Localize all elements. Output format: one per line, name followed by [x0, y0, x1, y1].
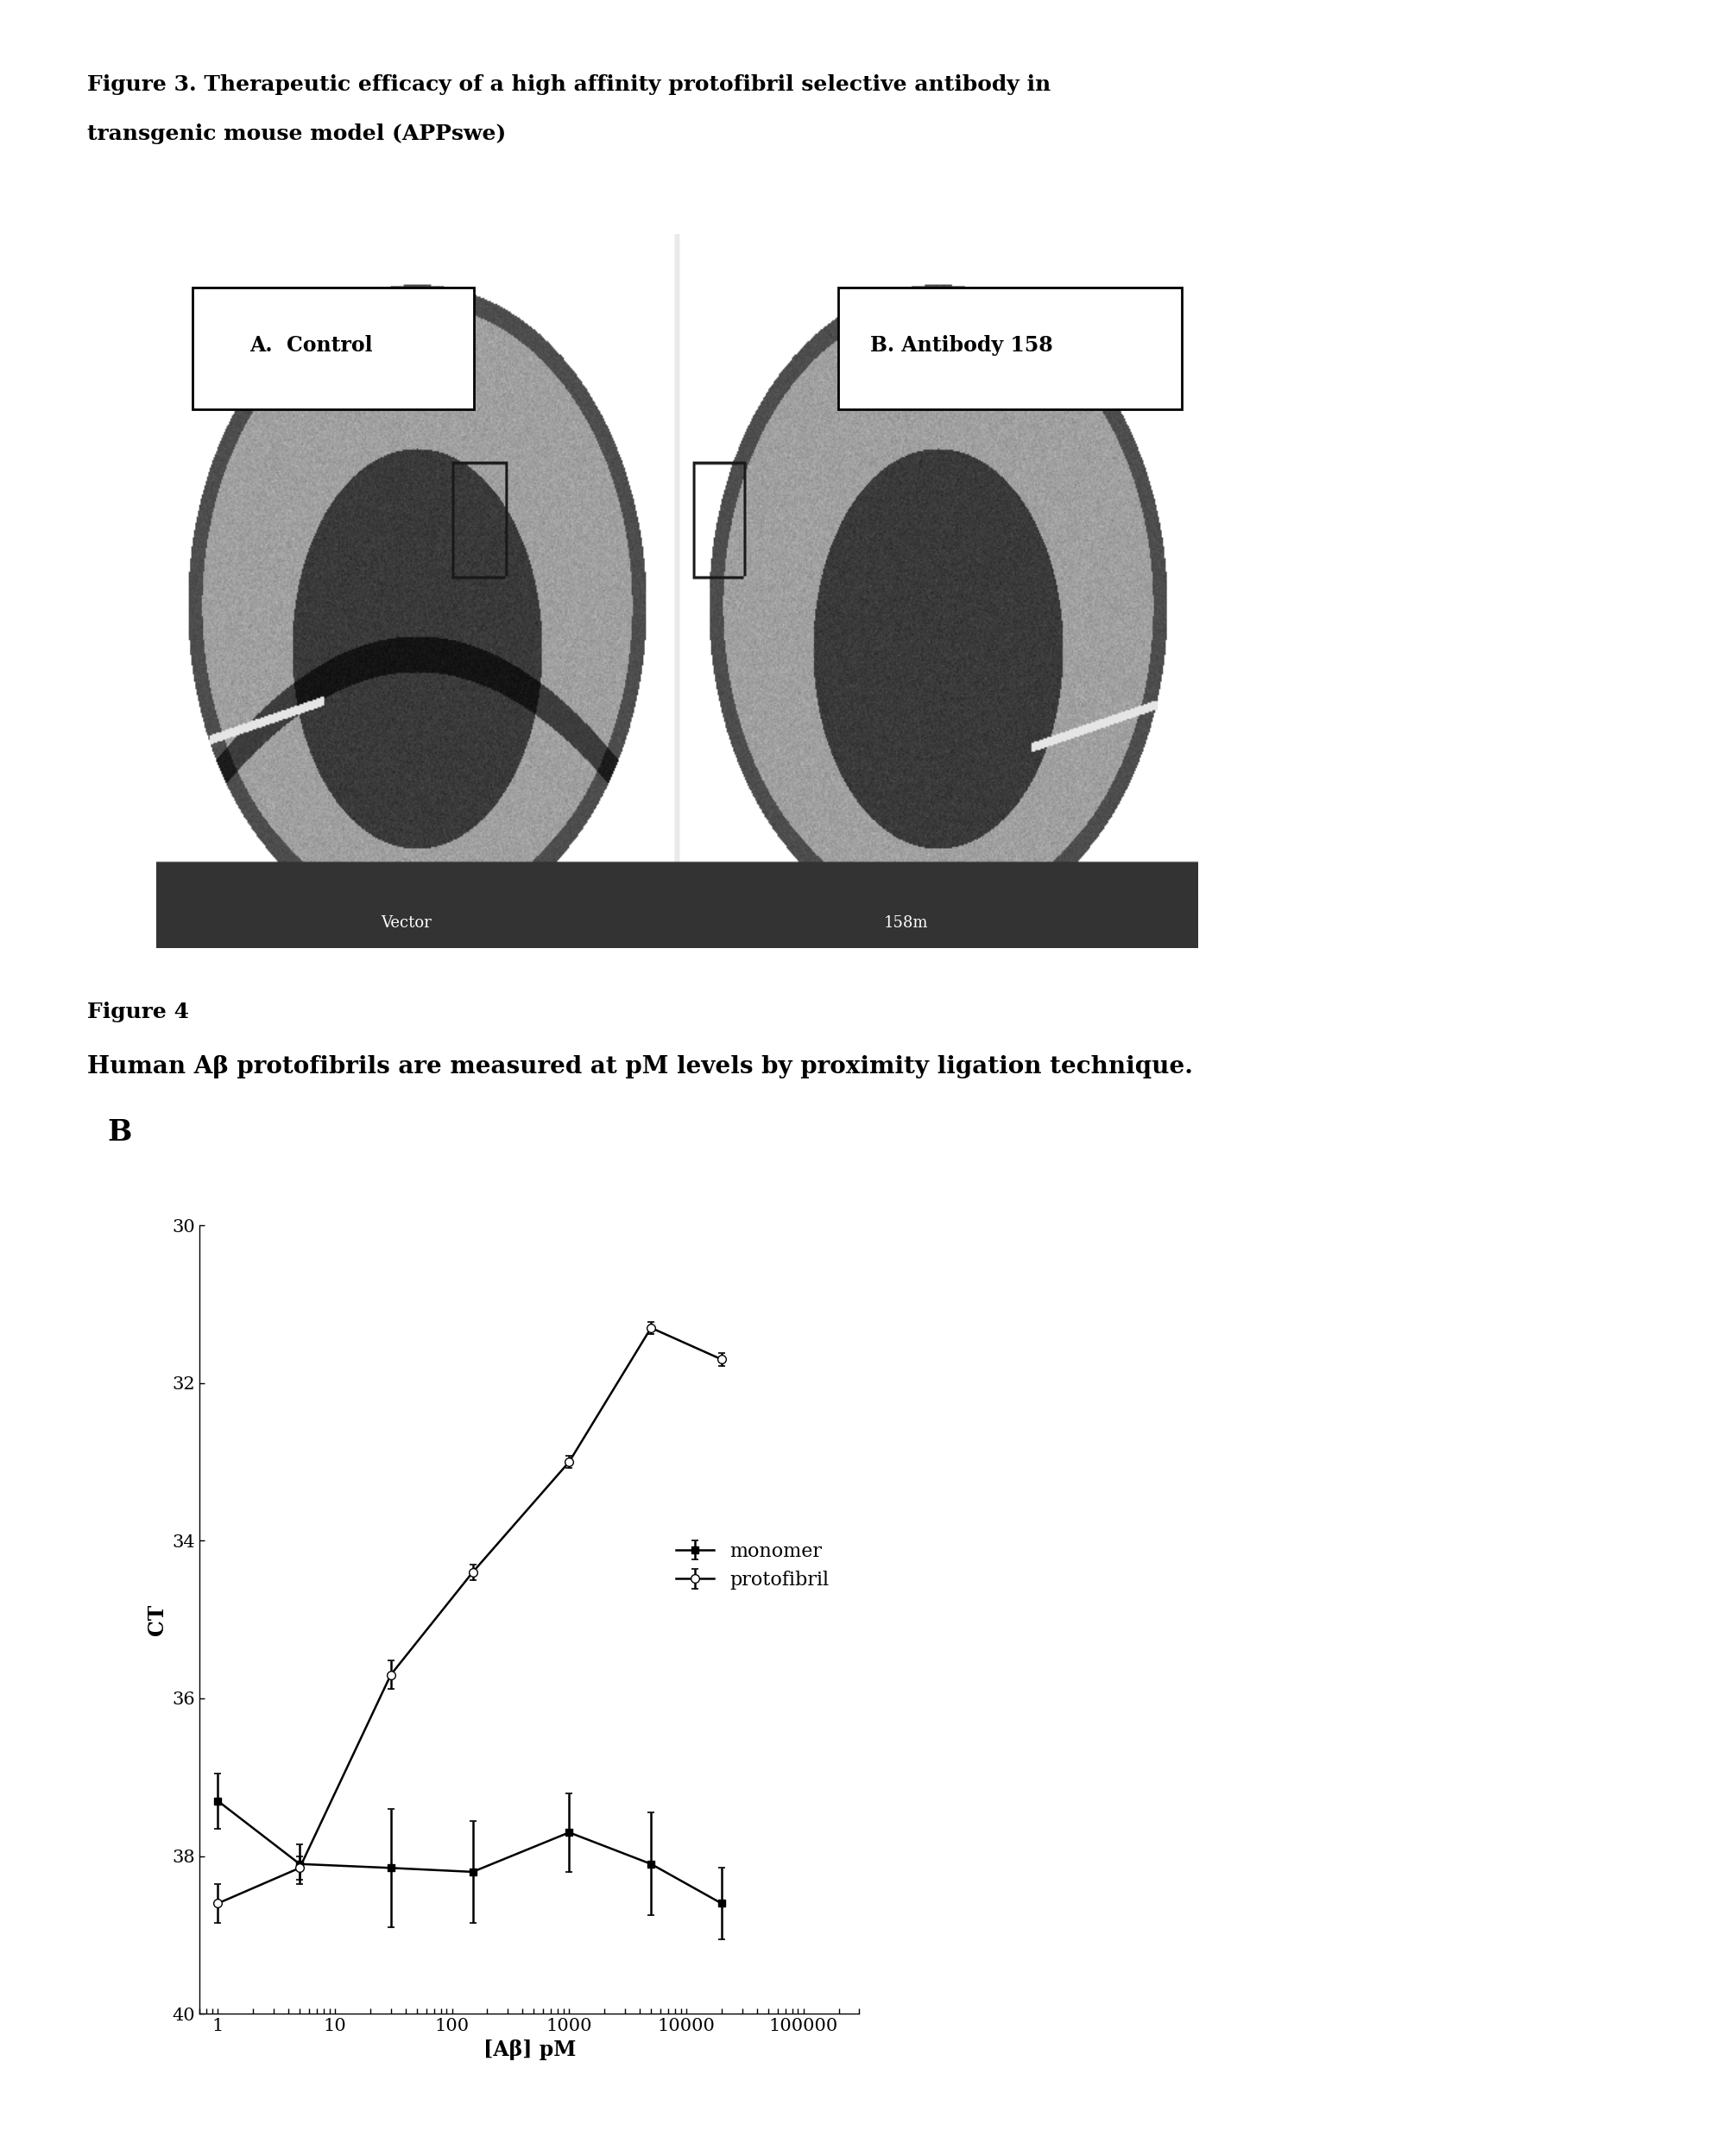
Text: transgenic mouse model (APPswe): transgenic mouse model (APPswe): [87, 124, 505, 145]
Text: B. Antibody 158: B. Antibody 158: [870, 335, 1052, 356]
Text: Figure 3. Therapeutic efficacy of a high affinity protofibril selective antibody: Figure 3. Therapeutic efficacy of a high…: [87, 75, 1050, 96]
Text: Human Aβ protofibrils are measured at pM levels by proximity ligation technique.: Human Aβ protofibrils are measured at pM…: [87, 1055, 1193, 1078]
Y-axis label: CT: CT: [148, 1605, 168, 1634]
Text: B: B: [108, 1119, 132, 1146]
FancyBboxPatch shape: [193, 288, 474, 409]
Legend: monomer, protofibril: monomer, protofibril: [668, 1534, 837, 1598]
Text: Vector: Vector: [380, 914, 432, 931]
FancyBboxPatch shape: [838, 288, 1182, 409]
Text: Figure 4: Figure 4: [87, 1002, 189, 1023]
Text: 158m: 158m: [884, 914, 929, 931]
Text: A.  Control: A. Control: [250, 335, 373, 356]
X-axis label: [Aβ] pM: [Aβ] pM: [483, 2039, 576, 2061]
